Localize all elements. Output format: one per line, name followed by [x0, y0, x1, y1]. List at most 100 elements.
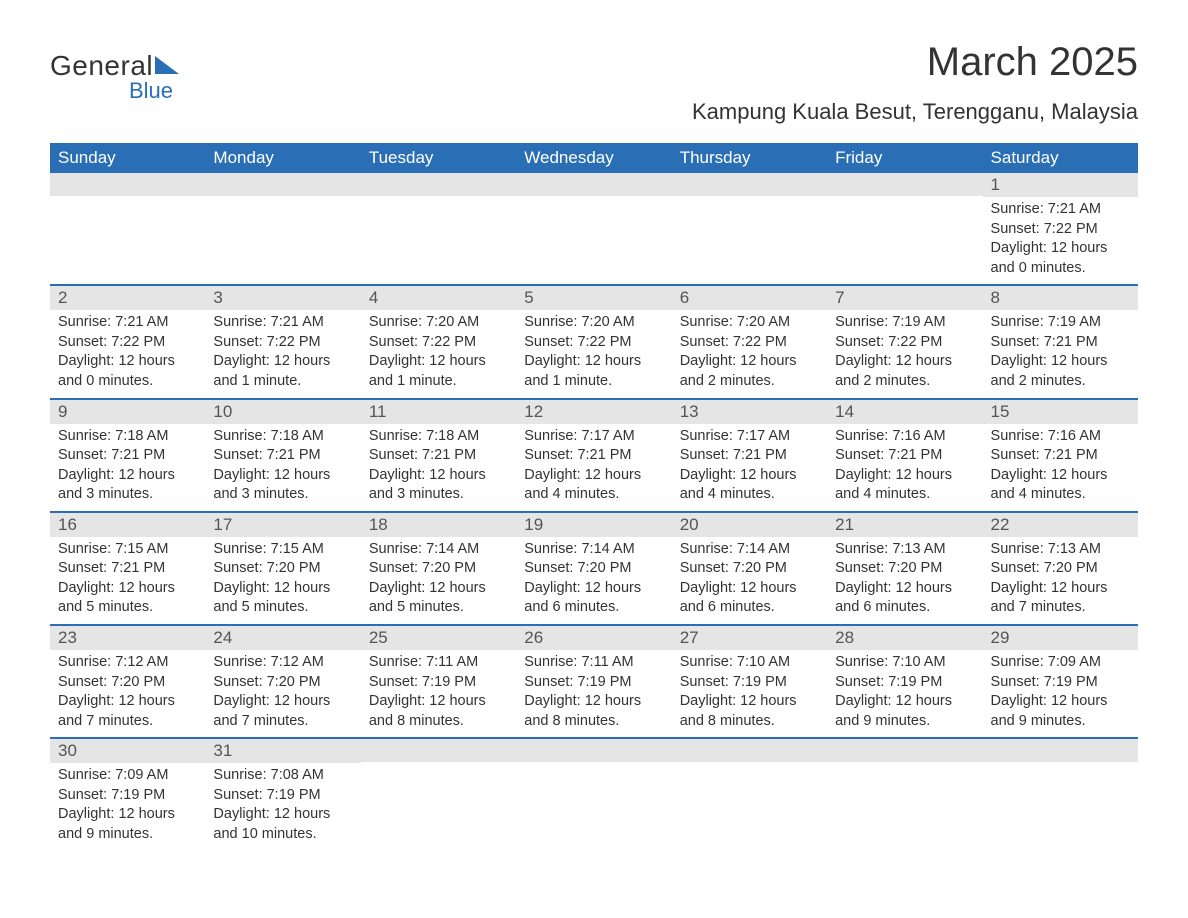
- day-cell: [672, 173, 827, 285]
- day-content: Sunrise: 7:18 AMSunset: 7:21 PMDaylight:…: [50, 424, 205, 511]
- day-cell: 23Sunrise: 7:12 AMSunset: 7:20 PMDayligh…: [50, 625, 205, 738]
- empty-day: [516, 739, 671, 762]
- day-content: Sunrise: 7:10 AMSunset: 7:19 PMDaylight:…: [827, 650, 982, 737]
- daylight-text: Daylight: 12 hours and 7 minutes.: [991, 579, 1130, 618]
- empty-day: [205, 173, 360, 196]
- day-content: [827, 762, 982, 845]
- sunset-text: Sunset: 7:21 PM: [680, 446, 819, 466]
- day-cell: 27Sunrise: 7:10 AMSunset: 7:19 PMDayligh…: [672, 625, 827, 738]
- sunrise-text: Sunrise: 7:15 AM: [58, 540, 197, 560]
- week-row: 16Sunrise: 7:15 AMSunset: 7:21 PMDayligh…: [50, 512, 1138, 625]
- daylight-text: Daylight: 12 hours and 0 minutes.: [58, 352, 197, 391]
- day-content: Sunrise: 7:21 AMSunset: 7:22 PMDaylight:…: [205, 310, 360, 397]
- sunset-text: Sunset: 7:22 PM: [524, 333, 663, 353]
- sunrise-text: Sunrise: 7:16 AM: [835, 427, 974, 447]
- day-cell: 20Sunrise: 7:14 AMSunset: 7:20 PMDayligh…: [672, 512, 827, 625]
- header: General Blue March 2025 Kampung Kuala Be…: [50, 40, 1138, 125]
- day-content: Sunrise: 7:09 AMSunset: 7:19 PMDaylight:…: [50, 763, 205, 850]
- day-content: [983, 762, 1138, 845]
- sunrise-text: Sunrise: 7:18 AM: [58, 427, 197, 447]
- day-number: 3: [205, 286, 360, 310]
- sunset-text: Sunset: 7:20 PM: [58, 673, 197, 693]
- sunset-text: Sunset: 7:19 PM: [835, 673, 974, 693]
- day-cell: 21Sunrise: 7:13 AMSunset: 7:20 PMDayligh…: [827, 512, 982, 625]
- day-content: Sunrise: 7:15 AMSunset: 7:21 PMDaylight:…: [50, 537, 205, 624]
- day-cell: 31Sunrise: 7:08 AMSunset: 7:19 PMDayligh…: [205, 738, 360, 850]
- sunrise-text: Sunrise: 7:18 AM: [369, 427, 508, 447]
- day-content: Sunrise: 7:20 AMSunset: 7:22 PMDaylight:…: [361, 310, 516, 397]
- daylight-text: Daylight: 12 hours and 4 minutes.: [991, 466, 1130, 505]
- day-number: 19: [516, 513, 671, 537]
- weekday-header: Thursday: [672, 143, 827, 173]
- daylight-text: Daylight: 12 hours and 5 minutes.: [58, 579, 197, 618]
- day-cell: 12Sunrise: 7:17 AMSunset: 7:21 PMDayligh…: [516, 399, 671, 512]
- day-cell: 13Sunrise: 7:17 AMSunset: 7:21 PMDayligh…: [672, 399, 827, 512]
- day-cell: 2Sunrise: 7:21 AMSunset: 7:22 PMDaylight…: [50, 285, 205, 398]
- weekday-header: Wednesday: [516, 143, 671, 173]
- day-number: 30: [50, 739, 205, 763]
- sunrise-text: Sunrise: 7:15 AM: [213, 540, 352, 560]
- sunset-text: Sunset: 7:21 PM: [58, 446, 197, 466]
- sunrise-text: Sunrise: 7:19 AM: [991, 313, 1130, 333]
- day-content: Sunrise: 7:14 AMSunset: 7:20 PMDaylight:…: [516, 537, 671, 624]
- day-content: [50, 196, 205, 279]
- daylight-text: Daylight: 12 hours and 4 minutes.: [680, 466, 819, 505]
- sunset-text: Sunset: 7:22 PM: [680, 333, 819, 353]
- daylight-text: Daylight: 12 hours and 9 minutes.: [835, 692, 974, 731]
- sunset-text: Sunset: 7:21 PM: [524, 446, 663, 466]
- sunset-text: Sunset: 7:22 PM: [213, 333, 352, 353]
- sunrise-text: Sunrise: 7:20 AM: [524, 313, 663, 333]
- empty-day: [361, 173, 516, 196]
- day-number: 2: [50, 286, 205, 310]
- daylight-text: Daylight: 12 hours and 7 minutes.: [213, 692, 352, 731]
- week-row: 9Sunrise: 7:18 AMSunset: 7:21 PMDaylight…: [50, 399, 1138, 512]
- day-number: 15: [983, 400, 1138, 424]
- week-row: 23Sunrise: 7:12 AMSunset: 7:20 PMDayligh…: [50, 625, 1138, 738]
- day-content: Sunrise: 7:15 AMSunset: 7:20 PMDaylight:…: [205, 537, 360, 624]
- day-number: 31: [205, 739, 360, 763]
- weekday-header: Monday: [205, 143, 360, 173]
- daylight-text: Daylight: 12 hours and 3 minutes.: [369, 466, 508, 505]
- daylight-text: Daylight: 12 hours and 1 minute.: [213, 352, 352, 391]
- sunrise-text: Sunrise: 7:12 AM: [58, 653, 197, 673]
- weekday-header: Friday: [827, 143, 982, 173]
- day-number: 6: [672, 286, 827, 310]
- sunset-text: Sunset: 7:21 PM: [991, 333, 1130, 353]
- day-cell: [516, 173, 671, 285]
- day-cell: 25Sunrise: 7:11 AMSunset: 7:19 PMDayligh…: [361, 625, 516, 738]
- day-cell: 22Sunrise: 7:13 AMSunset: 7:20 PMDayligh…: [983, 512, 1138, 625]
- daylight-text: Daylight: 12 hours and 8 minutes.: [369, 692, 508, 731]
- day-number: 12: [516, 400, 671, 424]
- sunrise-text: Sunrise: 7:20 AM: [369, 313, 508, 333]
- sunset-text: Sunset: 7:21 PM: [58, 559, 197, 579]
- sunset-text: Sunset: 7:20 PM: [213, 559, 352, 579]
- day-number: 26: [516, 626, 671, 650]
- logo: General Blue: [50, 50, 179, 104]
- sunset-text: Sunset: 7:19 PM: [58, 786, 197, 806]
- day-cell: [361, 173, 516, 285]
- day-content: [361, 762, 516, 845]
- sunrise-text: Sunrise: 7:11 AM: [524, 653, 663, 673]
- daylight-text: Daylight: 12 hours and 2 minutes.: [680, 352, 819, 391]
- logo-triangle-icon: [155, 56, 179, 74]
- day-content: Sunrise: 7:17 AMSunset: 7:21 PMDaylight:…: [672, 424, 827, 511]
- day-number: 24: [205, 626, 360, 650]
- sunrise-text: Sunrise: 7:12 AM: [213, 653, 352, 673]
- empty-day: [983, 739, 1138, 762]
- title-block: March 2025 Kampung Kuala Besut, Terengga…: [692, 40, 1138, 125]
- sunset-text: Sunset: 7:21 PM: [835, 446, 974, 466]
- daylight-text: Daylight: 12 hours and 2 minutes.: [991, 352, 1130, 391]
- day-cell: 3Sunrise: 7:21 AMSunset: 7:22 PMDaylight…: [205, 285, 360, 398]
- daylight-text: Daylight: 12 hours and 9 minutes.: [991, 692, 1130, 731]
- day-content: Sunrise: 7:12 AMSunset: 7:20 PMDaylight:…: [50, 650, 205, 737]
- sunset-text: Sunset: 7:19 PM: [213, 786, 352, 806]
- sunset-text: Sunset: 7:20 PM: [835, 559, 974, 579]
- month-title: March 2025: [692, 40, 1138, 85]
- sunrise-text: Sunrise: 7:21 AM: [58, 313, 197, 333]
- day-cell: 5Sunrise: 7:20 AMSunset: 7:22 PMDaylight…: [516, 285, 671, 398]
- sunrise-text: Sunrise: 7:18 AM: [213, 427, 352, 447]
- day-cell: [827, 738, 982, 850]
- day-content: Sunrise: 7:13 AMSunset: 7:20 PMDaylight:…: [983, 537, 1138, 624]
- day-cell: [361, 738, 516, 850]
- day-number: 14: [827, 400, 982, 424]
